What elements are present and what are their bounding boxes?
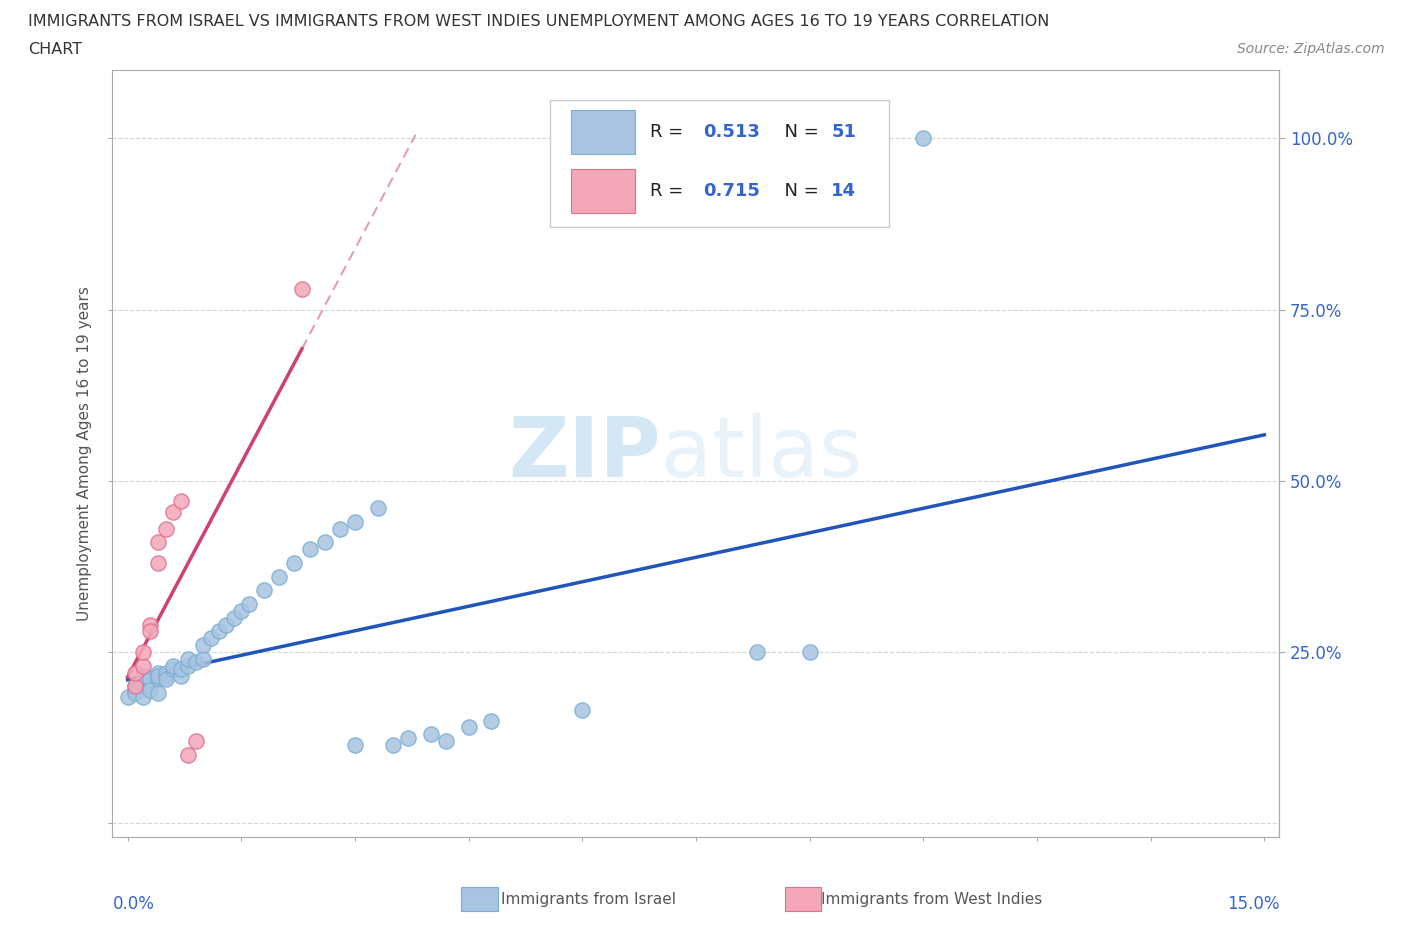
Point <box>139 672 162 687</box>
Point <box>269 569 291 584</box>
Point <box>298 542 321 557</box>
Text: Source: ZipAtlas.com: Source: ZipAtlas.com <box>1237 42 1385 56</box>
Text: 51: 51 <box>831 123 856 141</box>
FancyBboxPatch shape <box>550 100 889 227</box>
Text: N =: N = <box>773 182 824 200</box>
Point <box>146 669 169 684</box>
Text: N =: N = <box>773 123 824 141</box>
Point <box>283 555 305 570</box>
Point <box>367 500 389 515</box>
Text: 0.715: 0.715 <box>703 182 759 200</box>
Point <box>381 737 404 752</box>
Point <box>170 494 193 509</box>
Point <box>132 658 155 673</box>
Point <box>146 672 169 687</box>
Point <box>155 665 177 680</box>
Text: R =: R = <box>651 182 689 200</box>
Point <box>139 624 162 639</box>
Point <box>419 727 441 742</box>
Point <box>124 679 146 694</box>
Point <box>571 703 593 718</box>
Text: 0.513: 0.513 <box>703 123 759 141</box>
Point <box>117 689 139 704</box>
Point <box>146 665 169 680</box>
Point <box>177 748 200 763</box>
Point <box>253 583 276 598</box>
Point <box>193 651 215 666</box>
Point <box>343 737 366 752</box>
Point <box>139 683 162 698</box>
Point <box>132 689 155 704</box>
Point <box>184 655 207 670</box>
Point <box>124 665 146 680</box>
Point <box>139 679 162 694</box>
Point <box>132 669 155 684</box>
Point <box>238 597 260 612</box>
Point <box>291 282 314 297</box>
Point <box>124 679 146 694</box>
Text: atlas: atlas <box>661 413 863 494</box>
Point <box>434 734 457 749</box>
Text: ZIP: ZIP <box>509 413 661 494</box>
Point <box>132 675 155 690</box>
Text: IMMIGRANTS FROM ISRAEL VS IMMIGRANTS FROM WEST INDIES UNEMPLOYMENT AMONG AGES 16: IMMIGRANTS FROM ISRAEL VS IMMIGRANTS FRO… <box>28 14 1049 29</box>
Text: 14: 14 <box>831 182 856 200</box>
Point <box>177 651 200 666</box>
Point <box>162 504 184 519</box>
Point <box>124 683 146 698</box>
Text: Immigrants from West Indies: Immigrants from West Indies <box>821 892 1042 907</box>
FancyBboxPatch shape <box>571 110 636 154</box>
Text: R =: R = <box>651 123 689 141</box>
Point <box>343 514 366 529</box>
Point <box>177 658 200 673</box>
Point <box>155 669 177 684</box>
Point <box>207 624 229 639</box>
Text: Immigrants from Israel: Immigrants from Israel <box>501 892 675 907</box>
Point <box>231 604 253 618</box>
Text: CHART: CHART <box>28 42 82 57</box>
Point <box>139 618 162 632</box>
Point <box>200 631 222 645</box>
Point <box>745 644 768 659</box>
Text: 15.0%: 15.0% <box>1227 895 1279 912</box>
Point <box>314 535 336 550</box>
Point <box>222 610 245 625</box>
Y-axis label: Unemployment Among Ages 16 to 19 years: Unemployment Among Ages 16 to 19 years <box>77 286 93 621</box>
Point <box>457 720 479 735</box>
Point <box>162 662 184 677</box>
Point <box>215 618 238 632</box>
Point <box>132 644 155 659</box>
Point <box>146 535 169 550</box>
Point <box>912 131 935 146</box>
Point <box>124 685 146 700</box>
Point <box>329 522 352 537</box>
Text: 0.0%: 0.0% <box>112 895 155 912</box>
Point <box>146 555 169 570</box>
FancyBboxPatch shape <box>571 168 636 213</box>
Point <box>162 658 184 673</box>
Point <box>170 669 193 684</box>
Point <box>396 730 419 745</box>
Point <box>146 685 169 700</box>
Point <box>193 638 215 653</box>
Point <box>155 522 177 537</box>
Point <box>155 672 177 687</box>
Point <box>184 734 207 749</box>
Point <box>799 644 821 659</box>
Point <box>479 713 502 728</box>
Point <box>170 662 193 677</box>
